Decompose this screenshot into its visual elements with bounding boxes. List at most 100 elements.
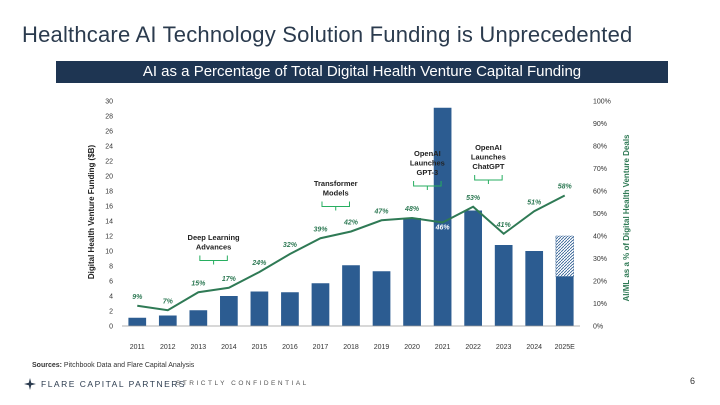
annotation-text: OpenAI xyxy=(414,149,441,158)
annotation-bracket xyxy=(474,175,503,184)
source-note: Sources: Pitchbook Data and Flare Capita… xyxy=(32,362,195,369)
line-series: 9% 7% 15% 17% 24% 32% 39% 42% 47% 48% 46% 53% 41% 51%… xyxy=(132,184,573,312)
annotation-text: OpenAI xyxy=(475,143,502,152)
annotation-text: Advances xyxy=(196,243,231,252)
x-tick-label: 2012 xyxy=(160,344,176,351)
data-label: 42% xyxy=(343,220,359,227)
data-label: 15% xyxy=(191,280,206,287)
data-label: 41% xyxy=(496,222,512,229)
bar xyxy=(158,315,177,326)
bar xyxy=(494,245,513,326)
data-label: 17% xyxy=(222,276,237,283)
confidential-label: STRICTLY CONFIDENTIAL xyxy=(176,380,309,387)
annotation-bracket xyxy=(413,181,442,190)
y2-tick-label: 0% xyxy=(593,324,603,331)
bar xyxy=(128,317,147,326)
page-number: 6 xyxy=(690,376,696,386)
bar xyxy=(372,271,391,326)
data-label: 46% xyxy=(435,225,451,232)
y2-tick-label: 20% xyxy=(593,279,607,286)
y-tick-label: 24 xyxy=(105,144,113,151)
y2-tick-label: 50% xyxy=(593,211,607,218)
y2-tick-label: 70% xyxy=(593,166,607,173)
bar xyxy=(464,210,482,326)
y2-axis-label: AI/ML as a % of Digital Health Venture D… xyxy=(622,134,631,302)
y2-tick-label: 10% xyxy=(593,301,607,308)
y-tick-label: 26 xyxy=(105,129,113,136)
bar xyxy=(250,291,269,326)
y2-tick-label: 100% xyxy=(593,99,611,106)
y2-tick-label: 80% xyxy=(593,144,607,151)
y2-tick-label: 90% xyxy=(593,121,607,128)
annotation-text: ChatGPT xyxy=(472,162,505,171)
bar xyxy=(220,296,238,326)
bar xyxy=(403,218,421,326)
bar-series xyxy=(128,107,574,326)
data-label: 48% xyxy=(404,206,420,213)
x-axis: 2011 2012 2013 2014 2015 2016 2017 2018 2019 2020… xyxy=(122,325,580,351)
bar xyxy=(433,107,452,326)
x-tick-label: 2011 xyxy=(130,344,145,351)
x-tick-label: 2014 xyxy=(221,344,237,351)
series-line xyxy=(137,194,566,312)
bar xyxy=(311,283,330,326)
x-tick-label: 2020 xyxy=(404,344,420,351)
page-title: Healthcare AI Technology Solution Fundin… xyxy=(22,22,633,47)
data-label: 39% xyxy=(313,226,328,233)
x-tick-label: 2024 xyxy=(526,344,542,351)
x-tick-label: 2013 xyxy=(191,344,207,351)
data-label: 47% xyxy=(374,208,390,215)
data-label: 32% xyxy=(283,242,298,249)
annotation-text: Deep Learning xyxy=(188,233,241,242)
bar xyxy=(555,276,574,326)
data-label: 51% xyxy=(527,199,542,206)
y-axis-label: Digital Health Venture Funding ($B) xyxy=(87,145,96,280)
bar xyxy=(342,265,360,326)
x-tick-label: 2015 xyxy=(252,344,268,351)
y-tick-label: 12 xyxy=(105,234,113,241)
y-tick-label: 10 xyxy=(105,249,113,256)
x-tick-label: 2018 xyxy=(343,344,359,351)
x-tick-label: 2019 xyxy=(374,344,390,351)
annotation-bracket xyxy=(199,255,228,265)
y-tick-label: 0 xyxy=(109,324,113,331)
y2-tick-label: 30% xyxy=(593,256,607,263)
logo: FLARE CAPITAL PARTNERS xyxy=(24,378,186,390)
y-tick-label: 4 xyxy=(109,294,113,301)
y-tick-label: 28 xyxy=(105,114,113,121)
flare-logo-icon xyxy=(24,378,36,390)
annotation-text: Transformer xyxy=(314,179,358,188)
projected-bar-extension xyxy=(555,235,574,277)
chart-banner: AI as a Percentage of Total Digital Heal… xyxy=(56,61,668,83)
bar xyxy=(281,292,299,326)
data-label: 9% xyxy=(132,294,143,301)
x-tick-label: 2023 xyxy=(496,344,512,351)
y-tick-label: 20 xyxy=(105,174,113,181)
data-label: 24% xyxy=(251,260,267,267)
bar xyxy=(189,310,208,326)
y-tick-label: 6 xyxy=(109,279,113,286)
y-tick-label: 30 xyxy=(105,99,113,106)
y2-tick-label: 40% xyxy=(593,234,607,241)
annotation-text: Launches xyxy=(410,159,445,168)
y-tick-label: 2 xyxy=(109,309,113,316)
x-tick-label: 2022 xyxy=(465,344,481,351)
annotation-bracket xyxy=(321,201,350,211)
data-label: 53% xyxy=(466,195,481,202)
x-tick-label: 2017 xyxy=(313,344,329,351)
annotation-text: Models xyxy=(323,189,349,198)
x-tick-label: 2025E xyxy=(555,344,576,351)
annotation-text: GPT-3 xyxy=(416,168,438,177)
annotation-text: Launches xyxy=(471,153,506,162)
data-label: 7% xyxy=(163,298,174,305)
y2-tick-label: 60% xyxy=(593,189,607,196)
y-tick-label: 18 xyxy=(105,189,113,196)
bar xyxy=(525,251,544,326)
data-label: 58% xyxy=(558,184,573,191)
right-axis: 0% 10% 20% 30% 40% 50% 60% 70% 80% 90% 100% xyxy=(593,99,611,331)
y-tick-label: 22 xyxy=(105,159,113,166)
y-tick-label: 14 xyxy=(105,219,113,226)
